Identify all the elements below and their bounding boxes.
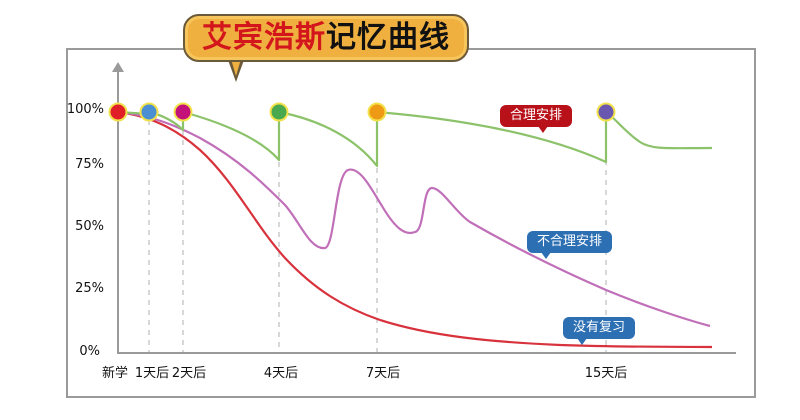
y-tick-0: 0% — [79, 344, 100, 359]
marker-day-4 — [269, 102, 289, 122]
marker-day-0 — [108, 102, 128, 122]
x-tick-day7: 7天后 — [365, 366, 401, 381]
x-tick-new: 新学 — [101, 366, 129, 381]
y-tick-25: 25% — [75, 281, 104, 296]
x-tick-day1: 1天后 — [134, 366, 170, 381]
x-tick-day2: 2天后 — [171, 366, 207, 381]
y-tick-50: 50% — [75, 219, 104, 234]
y-tick-75: 75% — [75, 157, 104, 172]
title-part-curve: 记忆曲线 — [326, 20, 450, 55]
series-no-review — [117, 110, 713, 349]
review-markers — [108, 102, 616, 122]
marker-day-15 — [596, 102, 616, 122]
marker-day-7 — [367, 102, 387, 122]
y-axis-arrow-icon — [112, 62, 124, 72]
marker-day-2 — [173, 102, 193, 122]
x-tick-day4: 4天后 — [263, 366, 299, 381]
label-no-review: 没有复习 — [563, 317, 636, 345]
marker-day-1 — [139, 102, 159, 122]
x-tick-day15: 15天后 — [584, 366, 628, 381]
label-reasonable: 合理安排 — [500, 105, 573, 133]
chart-title: 艾宾浩斯 记忆曲线 — [183, 14, 469, 62]
series-unreasonable — [117, 110, 711, 328]
title-bubble-tail-fill — [231, 59, 241, 76]
label-unreasonable: 不合理安排 — [527, 231, 613, 259]
title-part-name: 艾宾浩斯 — [202, 20, 326, 55]
y-tick-100: 100% — [66, 102, 104, 117]
